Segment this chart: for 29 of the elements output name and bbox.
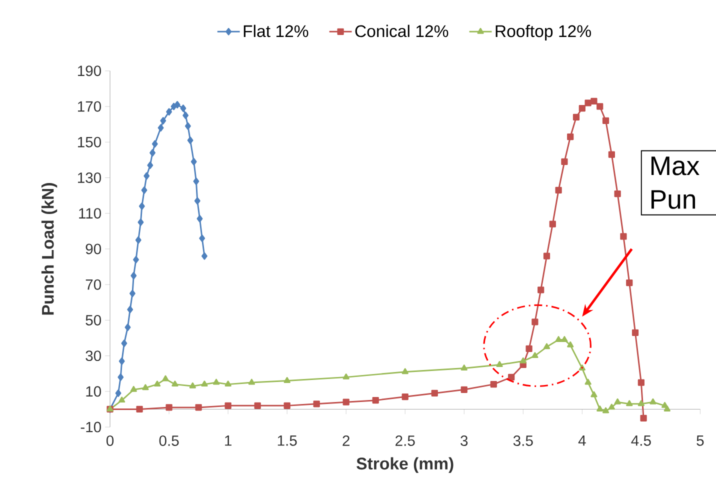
x-tick-label: 3 bbox=[460, 435, 468, 446]
x-tick-label: 1 bbox=[225, 435, 232, 446]
y-tick-label: 30 bbox=[86, 350, 102, 361]
x-tick-label: 3.5 bbox=[513, 435, 533, 446]
y-tick-label: 10 bbox=[86, 386, 102, 397]
y-tick-label: -10 bbox=[80, 422, 102, 432]
x-tick-label: 5 bbox=[696, 435, 704, 446]
x-axis-title: Stroke (mm) bbox=[356, 457, 454, 473]
x-tick-label: 1.5 bbox=[278, 435, 297, 446]
y-tick-label: 150 bbox=[78, 136, 102, 148]
x-tick-label: 0.5 bbox=[159, 435, 179, 446]
y-tick-label: 110 bbox=[79, 208, 102, 218]
legend-label: Conical 12% bbox=[355, 24, 448, 38]
x-tick-label: 4.5 bbox=[631, 435, 651, 446]
x-tick-label: 2 bbox=[342, 435, 350, 446]
y-tick-label: 170 bbox=[78, 101, 102, 112]
x-tick-label: 0 bbox=[106, 435, 114, 446]
y-axis-title: Punch Load (kN) bbox=[41, 182, 58, 314]
y-tick-label: 50 bbox=[86, 314, 102, 326]
annotation: Pun bbox=[651, 190, 696, 209]
y-tick-label: 190 bbox=[78, 66, 102, 76]
x-tick-label: 2.5 bbox=[396, 435, 415, 446]
legend-label: Flat 12% bbox=[244, 24, 308, 38]
y-tick-label: 90 bbox=[86, 244, 102, 254]
y-tick-label: 70 bbox=[86, 279, 102, 290]
y-tick-label: 130 bbox=[78, 172, 102, 183]
legend-label: Rooftop 12% bbox=[496, 24, 591, 40]
x-tick-label: 4 bbox=[578, 435, 586, 446]
annotation: Max bbox=[651, 156, 700, 176]
